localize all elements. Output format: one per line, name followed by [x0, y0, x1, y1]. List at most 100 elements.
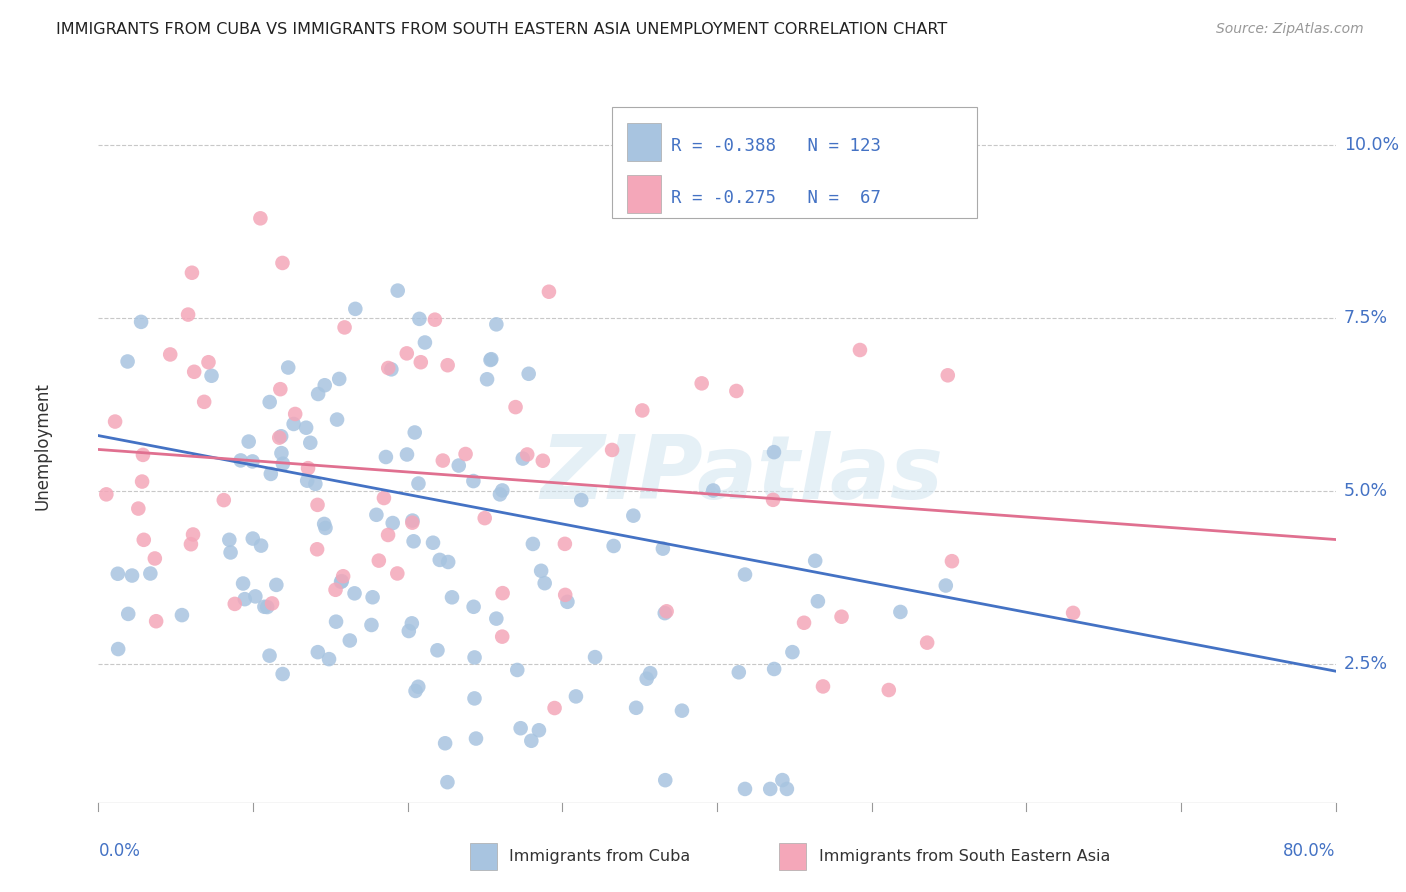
Point	[530, 564, 553, 578]
Point	[408, 311, 430, 326]
Point	[307, 387, 329, 401]
Point	[170, 608, 193, 623]
Point	[218, 533, 240, 547]
Point	[233, 592, 256, 607]
Point	[516, 447, 538, 461]
Bar	[779, 843, 806, 870]
Text: R = -0.275   N =  67: R = -0.275 N = 67	[671, 189, 882, 207]
Point	[260, 596, 283, 610]
Point	[479, 352, 502, 367]
Point	[404, 425, 426, 440]
Point	[429, 553, 451, 567]
Point	[318, 652, 340, 666]
Point	[401, 516, 423, 530]
Point	[266, 578, 288, 592]
Point	[398, 624, 420, 638]
Point	[343, 586, 366, 600]
Point	[197, 355, 219, 369]
Point	[117, 354, 139, 368]
Point	[395, 346, 418, 360]
Point	[759, 781, 782, 796]
Point	[200, 368, 222, 383]
Point	[374, 450, 396, 464]
Point	[314, 378, 336, 392]
Point	[877, 683, 900, 698]
FancyBboxPatch shape	[612, 107, 977, 218]
Point	[454, 447, 477, 461]
Text: Unemployment: Unemployment	[34, 382, 52, 510]
Point	[159, 347, 181, 361]
Point	[474, 511, 496, 525]
Text: 10.0%: 10.0%	[1344, 136, 1399, 153]
Point	[915, 635, 938, 649]
Point	[177, 308, 200, 322]
Point	[297, 461, 319, 475]
Point	[260, 467, 283, 481]
Point	[465, 731, 488, 746]
Point	[212, 493, 235, 508]
Point	[554, 588, 576, 602]
Point	[1062, 606, 1084, 620]
Point	[367, 553, 389, 567]
Point	[232, 576, 254, 591]
Point	[121, 568, 143, 582]
Point	[326, 412, 349, 426]
Point	[464, 650, 486, 665]
Point	[520, 733, 543, 747]
Point	[762, 445, 785, 459]
Point	[295, 474, 318, 488]
Point	[314, 521, 336, 535]
Point	[238, 434, 260, 449]
Point	[145, 614, 167, 628]
Point	[734, 781, 756, 796]
Point	[377, 528, 399, 542]
Point	[509, 721, 531, 735]
Point	[440, 591, 463, 605]
Point	[250, 539, 273, 553]
Point	[408, 476, 430, 491]
Point	[489, 487, 512, 501]
Point	[491, 630, 513, 644]
Text: R = -0.388   N = 123: R = -0.388 N = 123	[671, 136, 882, 154]
Point	[727, 665, 749, 680]
Point	[380, 362, 402, 376]
Point	[295, 420, 318, 434]
Text: ZIPatlas: ZIPatlas	[540, 431, 943, 518]
Point	[533, 576, 555, 591]
Point	[299, 435, 322, 450]
Point	[831, 609, 853, 624]
Text: 7.5%: 7.5%	[1344, 309, 1388, 326]
Point	[249, 211, 271, 226]
Point	[734, 567, 756, 582]
Point	[283, 417, 305, 431]
Point	[107, 566, 129, 581]
Point	[565, 690, 588, 704]
Point	[181, 527, 204, 541]
Point	[782, 645, 804, 659]
Point	[602, 539, 624, 553]
Point	[725, 384, 748, 398]
Point	[807, 594, 830, 608]
Point	[485, 318, 508, 332]
Point	[436, 358, 458, 372]
Point	[245, 590, 267, 604]
Point	[434, 736, 457, 750]
Point	[527, 723, 550, 738]
Point	[621, 508, 644, 523]
Point	[344, 301, 367, 316]
Point	[409, 355, 432, 369]
Point	[485, 612, 508, 626]
Point	[401, 514, 423, 528]
Text: Immigrants from South Eastern Asia: Immigrants from South Eastern Asia	[818, 849, 1109, 863]
Point	[849, 343, 872, 357]
Point	[491, 586, 513, 600]
Point	[129, 315, 152, 329]
Point	[307, 542, 329, 557]
Point	[413, 335, 436, 350]
Point	[253, 599, 276, 614]
Point	[328, 372, 350, 386]
Text: Immigrants from Cuba: Immigrants from Cuba	[509, 849, 690, 863]
Point	[522, 537, 544, 551]
Point	[475, 372, 498, 386]
Point	[332, 569, 354, 583]
